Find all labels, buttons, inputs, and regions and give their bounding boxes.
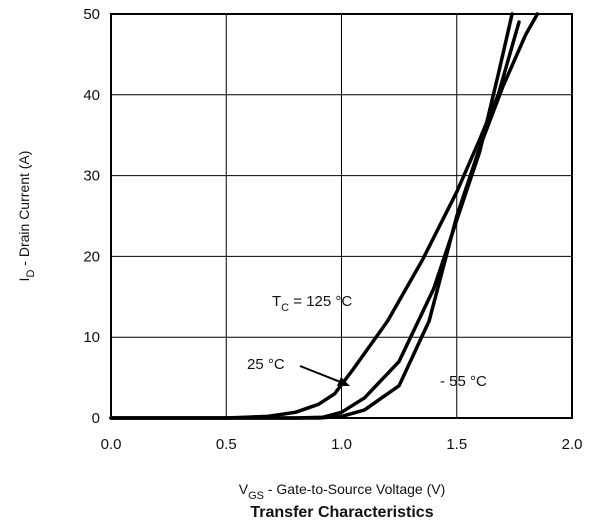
grid-lines (111, 14, 572, 418)
x-tick-label: 1.0 (331, 436, 352, 453)
y-tick-label: 20 (83, 248, 100, 265)
annotation-t25-arrowhead (337, 377, 350, 386)
y-tick-label: 10 (83, 329, 100, 346)
y-tick-label: 0 (92, 410, 100, 427)
y-tick-label: 40 (83, 87, 100, 104)
x-tick-label: 0.0 (101, 436, 122, 453)
annotation-t25: 25 °C (247, 356, 285, 373)
x-tick-labels: 0.0 0.5 1.0 1.5 2.0 (101, 436, 583, 453)
y-tick-label: 50 (83, 6, 100, 23)
annotation-tm55: - 55 °C (440, 373, 487, 390)
annotation-t125: TC = 125 °C (272, 293, 352, 314)
chart-title: Transfer Characteristics (250, 504, 433, 521)
x-tick-label: 2.0 (562, 436, 583, 453)
x-tick-label: 0.5 (216, 436, 237, 453)
x-tick-label: 1.5 (446, 436, 467, 453)
curve-t25 (109, 12, 514, 420)
y-tick-labels: 0 10 20 30 40 50 (83, 6, 100, 427)
x-axis-label: VGS - Gate-to-Source Voltage (V) (239, 481, 446, 502)
curve-tm55 (109, 12, 540, 420)
y-axis-label: ID - Drain Current (A) (16, 151, 37, 282)
annotation-t25-arrow-line (299, 365, 344, 384)
y-tick-label: 30 (83, 168, 100, 185)
curves (109, 12, 540, 420)
